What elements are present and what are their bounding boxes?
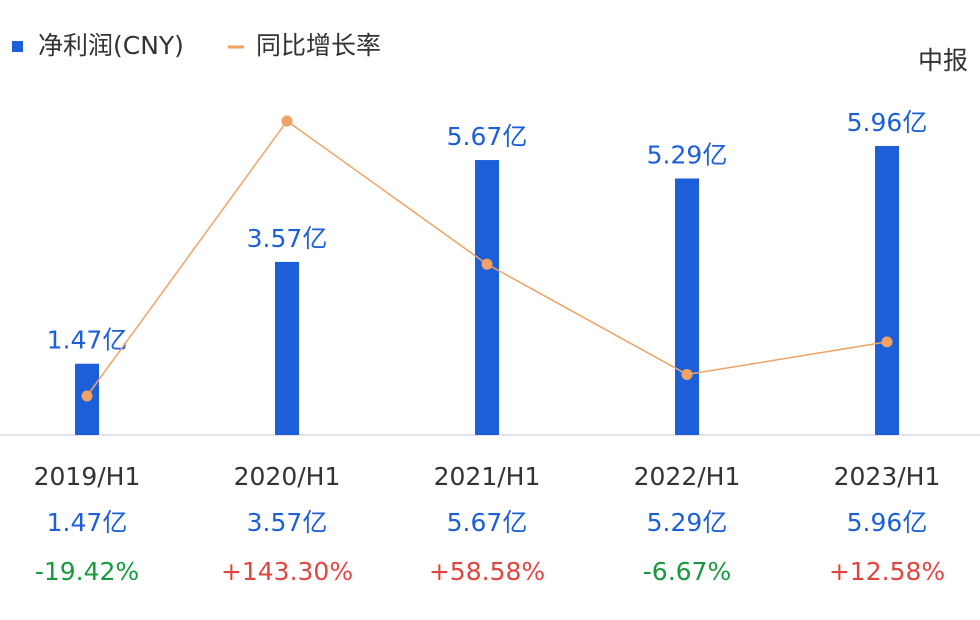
x-tick-label: 2020/H1 [234,462,341,491]
table-growth: -19.42% [35,557,139,586]
x-tick-label: 2023/H1 [834,462,941,491]
table-value: 3.57亿 [247,508,328,537]
bar-label: 5.29亿 [647,140,728,169]
line-point [481,258,493,270]
legend-label: 净利润(CNY) [38,31,184,60]
note: 中报 [918,46,968,75]
line-point [881,336,893,348]
line-point [281,115,293,127]
line-point [681,368,693,380]
bar-label: 1.47亿 [47,326,128,355]
table-value: 5.67亿 [447,508,528,537]
table-value: 5.96亿 [847,508,928,537]
line-point [81,390,93,402]
table-value: 1.47亿 [47,508,128,537]
legend-label: 同比增长率 [256,31,381,60]
bar [475,160,499,436]
x-tick-label: 2019/H1 [34,462,141,491]
bar-label: 5.96亿 [847,108,928,137]
bar [275,261,299,435]
bar [875,146,899,435]
table-growth: +58.58% [429,557,545,586]
table-growth: +12.58% [829,557,945,586]
bar-label: 5.67亿 [447,122,528,151]
x-tick-label: 2021/H1 [434,462,541,491]
bar [675,178,699,435]
legend-swatch [12,41,23,52]
table-growth: +143.30% [221,557,353,586]
bar-label: 3.57亿 [247,224,328,253]
table-growth: -6.67% [643,557,731,586]
table-value: 5.29亿 [647,508,728,537]
x-tick-label: 2022/H1 [634,462,741,491]
